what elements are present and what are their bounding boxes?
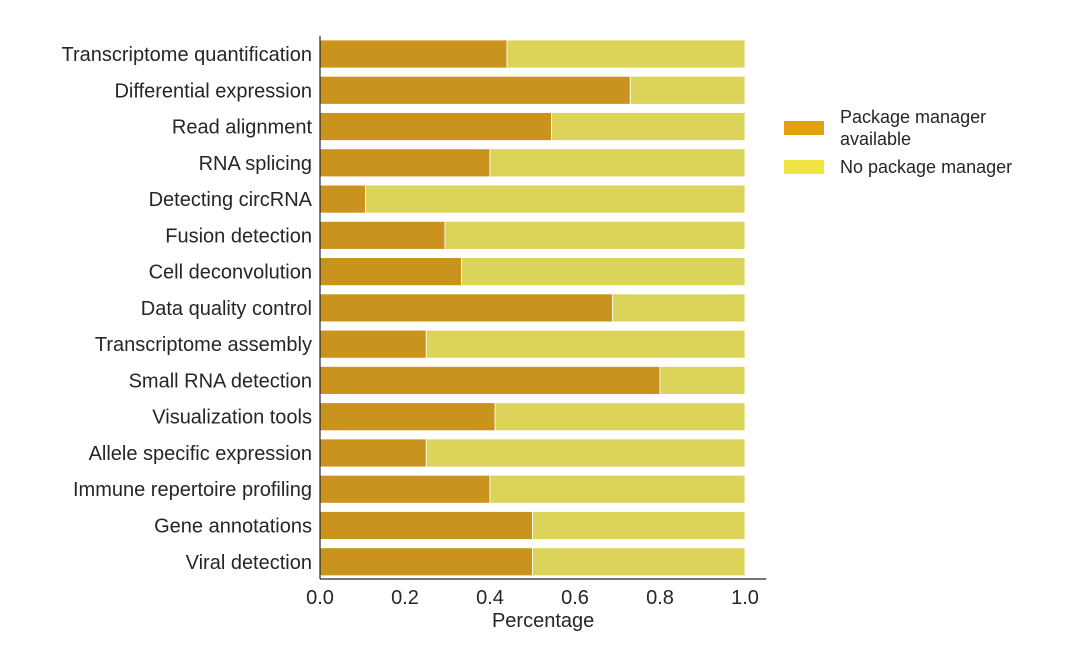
bar-package-manager <box>319 112 553 141</box>
legend-label: Package manager <box>840 107 986 127</box>
x-tick-label: 1.0 <box>731 587 759 609</box>
bar-package-manager <box>319 220 446 250</box>
bar-no-package-manager <box>551 112 746 141</box>
x-tick-labels: 0.0 0.2 0.4 0.6 0.8 1.0 <box>306 587 759 609</box>
x-tick-label: 0.4 <box>476 587 504 609</box>
bar-no-package-manager <box>659 366 746 395</box>
bar-package-manager <box>319 474 491 504</box>
bar-no-package-manager <box>461 257 746 287</box>
bar-no-package-manager <box>444 220 746 250</box>
bar-package-manager <box>319 184 366 214</box>
category-label: Viral detection <box>186 552 312 574</box>
category-labels: Transcriptome quantification Differential… <box>62 44 313 574</box>
bar-no-package-manager <box>532 511 746 540</box>
category-label: Fusion detection <box>165 225 312 247</box>
bar-package-manager <box>319 75 631 105</box>
category-label: Read alignment <box>172 117 313 139</box>
category-label: Detecting circRNA <box>149 189 313 211</box>
bar-package-manager <box>319 257 462 287</box>
category-label: Transcriptome assembly <box>95 334 312 356</box>
legend-label: available <box>840 129 911 149</box>
bar-no-package-manager <box>489 474 746 504</box>
category-label: RNA splicing <box>199 153 312 175</box>
legend-swatch <box>784 160 824 174</box>
category-label: Small RNA detection <box>129 370 312 392</box>
x-tick-label: 0.2 <box>391 587 419 609</box>
bar-no-package-manager <box>425 438 746 468</box>
legend-swatch <box>784 121 824 135</box>
category-label: Data quality control <box>141 298 312 320</box>
bar-package-manager <box>319 39 508 69</box>
category-label: Transcriptome quantification <box>62 44 313 66</box>
bar-no-package-manager <box>612 293 746 323</box>
x-tick-label: 0.8 <box>646 587 674 609</box>
bar-package-manager <box>319 293 613 323</box>
x-tick-label: 0.6 <box>561 587 589 609</box>
bar-no-package-manager <box>365 184 746 214</box>
category-label: Visualization tools <box>152 407 312 429</box>
bar-package-manager <box>319 148 491 178</box>
bar-package-manager <box>319 511 533 540</box>
bar-package-manager <box>319 366 661 395</box>
bar-no-package-manager <box>506 39 746 69</box>
bar-package-manager <box>319 547 533 577</box>
x-axis-title: Percentage <box>492 610 594 632</box>
category-label: Immune repertoire profiling <box>73 479 312 501</box>
bars-group <box>319 39 746 577</box>
category-label: Cell deconvolution <box>149 262 312 284</box>
category-label: Differential expression <box>114 80 312 102</box>
bar-no-package-manager <box>489 148 746 178</box>
bar-no-package-manager <box>425 329 746 359</box>
category-label: Allele specific expression <box>89 443 312 465</box>
legend-label: No package manager <box>840 157 1012 177</box>
x-tick-label: 0.0 <box>306 587 334 609</box>
bar-package-manager <box>319 329 427 359</box>
category-label: Gene annotations <box>154 516 312 538</box>
bar-package-manager <box>319 402 496 432</box>
bar-no-package-manager <box>532 547 746 577</box>
bar-no-package-manager <box>629 75 746 105</box>
bar-no-package-manager <box>494 402 746 432</box>
bar-package-manager <box>319 438 427 468</box>
